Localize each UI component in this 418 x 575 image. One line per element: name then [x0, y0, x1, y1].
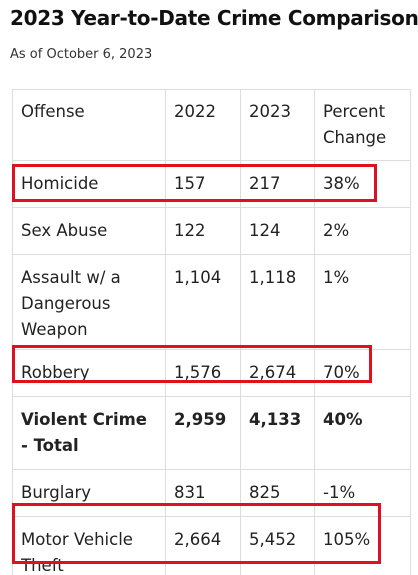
column-header-2023: 2023: [240, 89, 315, 161]
table-header-row: Offense 2022 2023 Percent Change: [12, 89, 411, 161]
cell-2023: 124: [240, 207, 315, 255]
cell-offense: Robbery: [12, 349, 166, 397]
table-row-robbery: Robbery 1,576 2,674 70%: [12, 349, 411, 397]
cell-2022: 1,104: [165, 254, 241, 350]
cell-offense: Motor Vehicle Theft: [12, 516, 166, 575]
cell-2023: 4,133: [240, 396, 315, 470]
cell-percent-change: 40%: [314, 396, 411, 470]
cell-2023: 217: [240, 160, 315, 208]
cell-2022: 2,664: [165, 516, 241, 575]
table-row-sex-abuse: Sex Abuse 122 124 2%: [12, 207, 411, 255]
table-row-homicide: Homicide 157 217 38%: [12, 160, 411, 208]
cell-offense: Homicide: [12, 160, 166, 208]
cell-percent-change: 2%: [314, 207, 411, 255]
table-row-motor-vehicle-theft: Motor Vehicle Theft 2,664 5,452 105%: [12, 516, 411, 575]
cell-percent-change: 70%: [314, 349, 411, 397]
column-header-2022: 2022: [165, 89, 241, 161]
table-row-burglary: Burglary 831 825 -1%: [12, 469, 411, 517]
cell-2022: 2,959: [165, 396, 241, 470]
cell-2023: 1,118: [240, 254, 315, 350]
cell-2023: 825: [240, 469, 315, 517]
column-header-percent-change: Percent Change: [314, 89, 411, 161]
cell-percent-change: 105%: [314, 516, 411, 575]
cell-offense: Assault w/ a Dangerous Weapon: [12, 254, 166, 350]
table-row-violent-crime-total: Violent Crime - Total 2,959 4,133 40%: [12, 396, 411, 470]
cell-percent-change: 1%: [314, 254, 411, 350]
cell-2023: 5,452: [240, 516, 315, 575]
cell-2022: 831: [165, 469, 241, 517]
cell-percent-change: -1%: [314, 469, 411, 517]
as-of-date: As of October 6, 2023: [10, 47, 153, 62]
cell-2022: 157: [165, 160, 241, 208]
cell-2023: 2,674: [240, 349, 315, 397]
cell-2022: 122: [165, 207, 241, 255]
table-row-assault: Assault w/ a Dangerous Weapon 1,104 1,11…: [12, 254, 411, 350]
crime-comparison-table: Offense 2022 2023 Percent Change Homicid…: [12, 89, 411, 575]
cell-2022: 1,576: [165, 349, 241, 397]
cell-offense: Burglary: [12, 469, 166, 517]
page-title: 2023 Year-to-Date Crime Comparison*: [10, 6, 418, 30]
cell-offense: Violent Crime - Total: [12, 396, 166, 470]
cell-percent-change: 38%: [314, 160, 411, 208]
column-header-offense: Offense: [12, 89, 166, 161]
cell-offense: Sex Abuse: [12, 207, 166, 255]
